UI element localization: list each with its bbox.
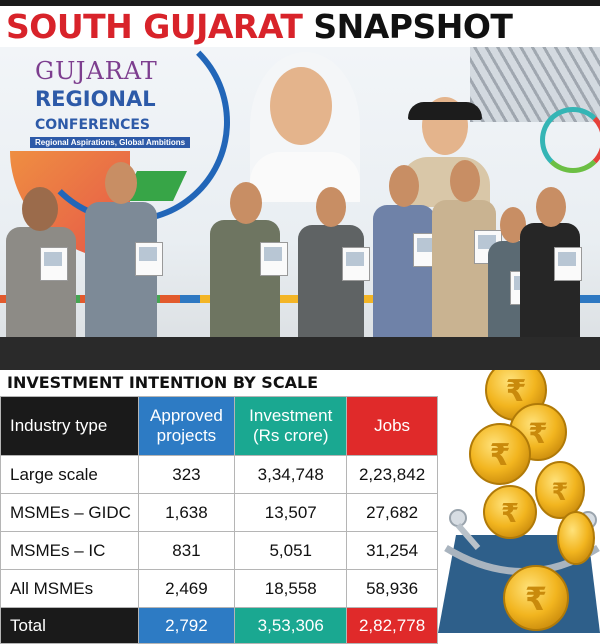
cell-projects: 323	[137, 455, 236, 494]
rupee-coin-icon	[557, 511, 595, 565]
svg-text:₹: ₹	[528, 417, 547, 450]
cell-jobs: 2,23,842	[346, 455, 438, 494]
logo-line-3: CONFERENCES	[35, 117, 151, 133]
event-photo: GUJARAT REGIONAL CONFERENCES Regional As…	[0, 47, 600, 370]
svg-text:₹: ₹	[506, 374, 527, 409]
header-investment: Investment (Rs crore)	[234, 396, 348, 456]
svg-text:₹: ₹	[552, 478, 569, 506]
cell-projects: 831	[137, 531, 236, 570]
backdrop-portrait-left	[250, 52, 360, 202]
table-row: All MSMEs 2,469 18,558 58,936	[0, 569, 438, 608]
svg-text:₹: ₹	[490, 438, 511, 473]
svg-text:₹: ₹	[501, 499, 519, 529]
svg-text:₹: ₹	[525, 580, 547, 618]
cell-investment: 13,507	[234, 493, 348, 532]
cell-projects: 1,638	[137, 493, 236, 532]
headline: SOUTH GUJARAT SNAPSHOT	[6, 7, 513, 47]
headline-part-1: SOUTH GUJARAT	[6, 7, 303, 46]
table-row: MSMEs – IC 831 5,051 31,254	[0, 531, 438, 570]
cell-industry: MSMEs – GIDC	[0, 493, 139, 532]
cell-investment: 5,051	[234, 531, 348, 570]
table-row: MSMEs – GIDC 1,638 13,507 27,682	[0, 493, 438, 532]
table-row: Large scale 323 3,34,748 2,23,842	[0, 455, 438, 494]
circular-logo	[540, 107, 600, 173]
total-investment: 3,53,306	[234, 607, 348, 644]
rupee-coin-icon: ₹	[503, 565, 569, 631]
header-industry-type: Industry type	[0, 396, 139, 456]
total-label: Total	[0, 607, 139, 644]
rupee-coin-icon: ₹	[469, 423, 531, 485]
table-header-row: Industry type Approved projects Investme…	[0, 396, 438, 456]
top-rule	[0, 0, 600, 6]
cell-jobs: 27,682	[346, 493, 438, 532]
total-projects: 2,792	[137, 607, 236, 644]
rupee-coin-icon: ₹	[483, 485, 537, 539]
conference-logo: GUJARAT REGIONAL CONFERENCES Regional As…	[10, 47, 230, 261]
cell-industry: Large scale	[0, 455, 139, 494]
coins-purse-illustration: ₹ ₹ ₹ ₹ ₹ ₹	[438, 359, 600, 633]
headline-part-2: SNAPSHOT	[313, 7, 513, 46]
rupee-coin-icon: ₹	[535, 461, 585, 519]
logo-tagline: Regional Aspirations, Global Ambitions	[30, 137, 191, 148]
cell-investment: 3,34,748	[234, 455, 348, 494]
total-jobs: 2,82,778	[346, 607, 438, 644]
stage-floor	[0, 337, 600, 370]
cell-investment: 18,558	[234, 569, 348, 608]
cell-jobs: 58,936	[346, 569, 438, 608]
table-total-row: Total 2,792 3,53,306 2,82,778	[0, 607, 438, 644]
cell-industry: All MSMEs	[0, 569, 139, 608]
section-title: INVESTMENT INTENTION BY SCALE	[7, 373, 319, 392]
cell-projects: 2,469	[137, 569, 236, 608]
logo-line-1: GUJARAT	[35, 57, 158, 85]
logo-line-2: REGIONAL	[35, 87, 156, 111]
cell-jobs: 31,254	[346, 531, 438, 570]
cell-industry: MSMEs – IC	[0, 531, 139, 570]
header-approved-projects: Approved projects	[137, 396, 236, 456]
investment-table: Industry type Approved projects Investme…	[0, 396, 438, 644]
header-jobs: Jobs	[346, 396, 438, 456]
